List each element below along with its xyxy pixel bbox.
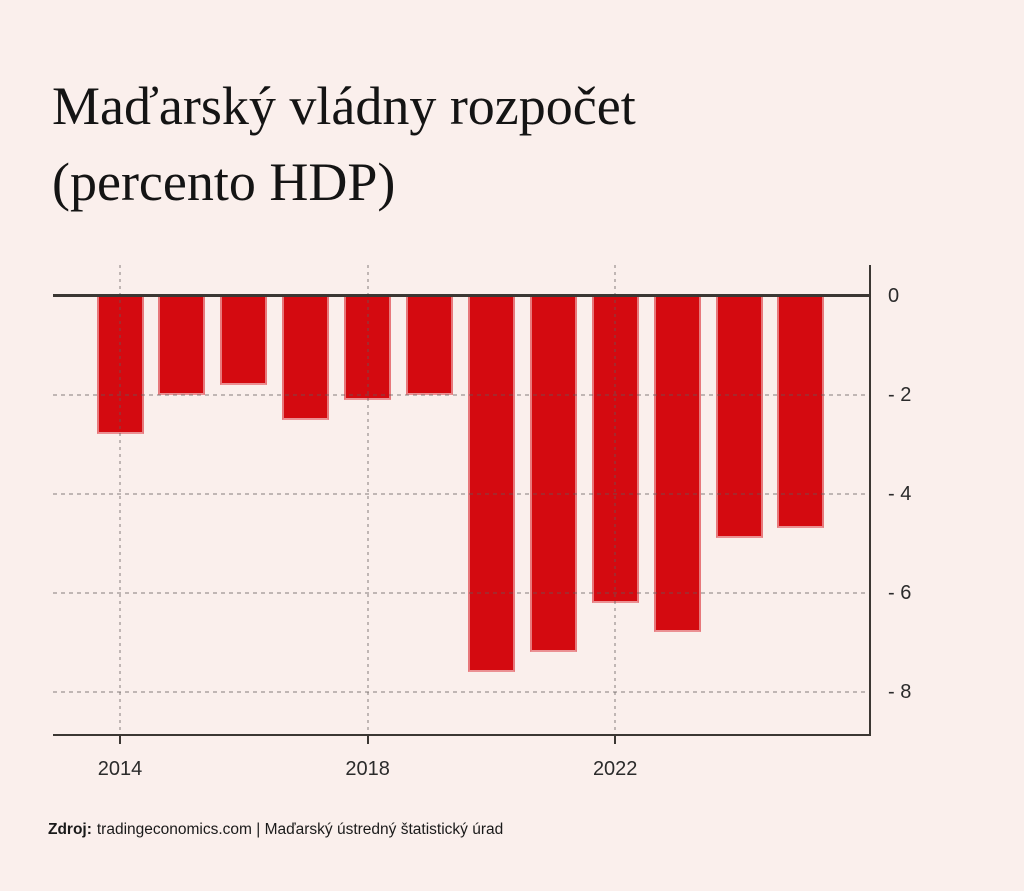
y-axis-label--6: - 6 — [888, 581, 912, 604]
gridline-x-2022 — [614, 265, 617, 734]
gridline-y--6 — [53, 591, 869, 594]
bar-2022[interactable] — [591, 296, 639, 603]
bar-2014[interactable] — [96, 296, 144, 435]
source-label: Zdroj: — [48, 821, 92, 838]
bar-2019[interactable] — [406, 296, 453, 395]
x-axis-tick-2014 — [119, 733, 121, 744]
x-axis-label-2014: 2014 — [97, 758, 143, 780]
x-axis-tick-2022 — [614, 733, 617, 744]
bar-2018[interactable] — [344, 296, 392, 400]
bar-2016[interactable] — [220, 296, 268, 385]
bar-2017[interactable] — [282, 296, 330, 420]
source-text: tradingeconomics.com | Maďarský ústredný… — [96, 821, 504, 838]
gridline-y--2 — [53, 393, 869, 396]
bar-2024[interactable] — [715, 296, 763, 539]
chart-title-line1: Maďarský vládny rozpočet — [52, 76, 636, 136]
x-axis-tick-2018 — [366, 733, 369, 744]
x-axis-label-2022: 2022 — [592, 758, 638, 780]
zero-baseline — [53, 294, 871, 297]
bar-2020[interactable] — [467, 296, 515, 672]
bar-2015[interactable] — [158, 296, 206, 395]
y-axis-line — [869, 265, 871, 736]
gridline-x-2014 — [119, 265, 121, 734]
gridline-y--4 — [53, 492, 869, 495]
x-axis-line — [53, 733, 871, 736]
y-axis-label--4: - 4 — [888, 482, 912, 505]
bar-2023[interactable] — [653, 296, 701, 633]
y-axis-label--8: - 8 — [888, 680, 912, 703]
y-axis-label--2: - 2 — [888, 383, 912, 406]
bar-2025[interactable] — [777, 296, 825, 529]
source-note: Zdroj: tradingeconomics.com | Maďarský ús… — [48, 819, 503, 841]
y-axis-label-0: 0 — [888, 285, 900, 307]
chart-title-line2: (percento HDP) — [52, 152, 396, 212]
chart-title: Maďarský vládny rozpočet (percento HDP) — [52, 68, 636, 220]
gridline-x-2018 — [366, 265, 369, 734]
x-axis-label-2018: 2018 — [345, 758, 390, 780]
gridline-y--8 — [53, 690, 869, 693]
bar-2021[interactable] — [529, 296, 577, 653]
